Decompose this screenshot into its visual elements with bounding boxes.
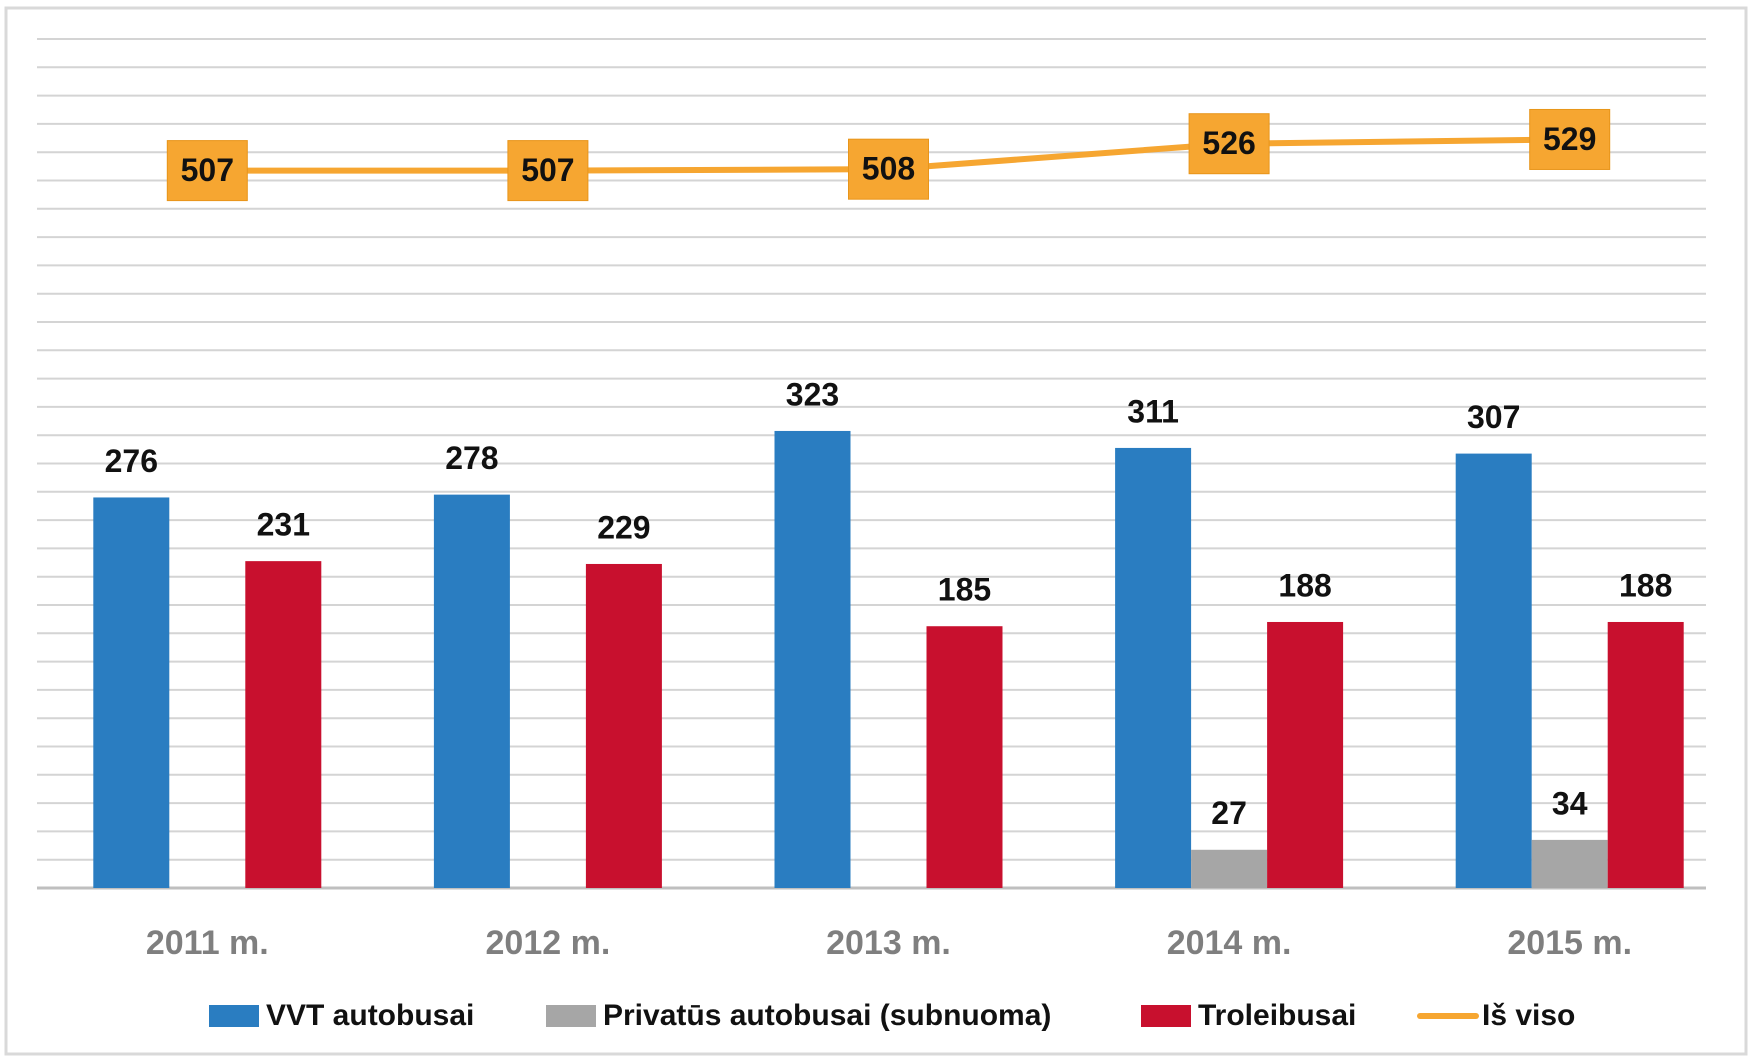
legend-label: Troleibusai [1198,999,1356,1032]
legend-swatch [209,1005,259,1027]
value-label: 34 [1552,785,1588,821]
bar [93,497,170,888]
x-tick-label: 2014 m. [1167,924,1292,962]
value-label: 188 [1278,567,1331,603]
value-label: 508 [862,151,915,187]
value-label: 278 [445,440,498,476]
bar [926,626,1003,888]
label-box [166,140,248,202]
bar [1607,621,1684,888]
bar [585,563,662,888]
bar [245,561,322,888]
label-box [507,140,589,202]
bar [433,494,510,888]
value-label: 27 [1211,795,1247,831]
bar [1191,849,1268,888]
legend-swatch [546,1005,596,1027]
label-box [1529,108,1611,170]
bar [1267,621,1344,888]
bar [1115,447,1192,888]
bar [774,430,851,888]
x-tick-label: 2012 m. [486,924,611,962]
x-tick-label: 2015 m. [1507,924,1632,962]
value-label: 526 [1202,125,1255,161]
value-label: 529 [1543,121,1596,157]
value-label: 507 [521,152,574,188]
label-box [848,138,929,200]
value-label: 276 [105,443,158,479]
value-label: 185 [938,572,991,608]
value-label: 507 [181,152,234,188]
value-label: 229 [597,509,650,545]
label-box [1188,113,1270,175]
value-label: 231 [257,507,310,543]
legend-label: VVT autobusai [266,999,474,1032]
legend-label: Iš viso [1482,999,1575,1032]
legend-swatch [1141,1005,1191,1027]
x-tick-label: 2013 m. [826,924,951,962]
value-label: 188 [1619,567,1672,603]
value-label: 307 [1467,399,1520,435]
bar [1531,839,1608,888]
value-label: 311 [1127,393,1179,429]
x-tick-label: 2011 m. [146,924,269,962]
value-label: 323 [786,376,839,412]
bar [1455,453,1532,888]
legend-label: Privatūs autobusai (subnuoma) [603,999,1051,1032]
